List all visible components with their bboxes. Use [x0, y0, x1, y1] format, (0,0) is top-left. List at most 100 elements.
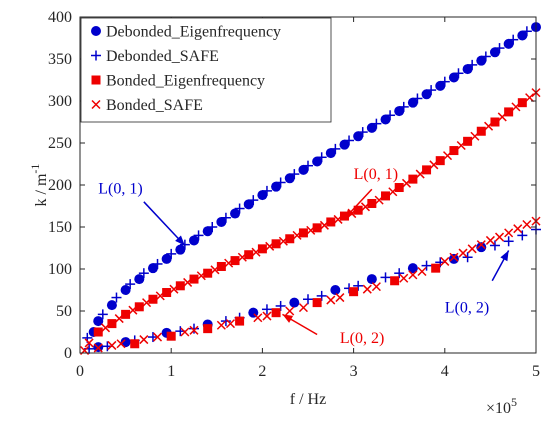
point-bonded-safe	[408, 270, 418, 280]
point-debonded-safe	[521, 26, 532, 37]
x-tick-label: 5	[532, 363, 540, 380]
point-bonded-safe	[152, 332, 163, 342]
point-debonded-eigenfrequency	[330, 285, 341, 295]
legend-item-debonded-eigenfrequency: Debonded_Eigenfrequency	[91, 24, 281, 41]
point-debonded-eigenfrequency	[202, 226, 213, 237]
point-bonded-eigenfrequency	[326, 217, 336, 227]
point-debonded-safe	[385, 110, 396, 121]
point-debonded-eigenfrequency	[503, 38, 514, 49]
legend-marker-cross	[91, 99, 101, 110]
point-debonded-eigenfrequency	[489, 47, 500, 58]
series-bonded-safe	[84, 88, 541, 348]
point-debonded-safe	[462, 252, 473, 263]
point-bonded-safe	[225, 319, 236, 329]
series-debonded-safe	[84, 224, 541, 354]
point-debonded-safe	[467, 59, 478, 70]
point-bonded-safe	[399, 273, 409, 283]
series-bonded-safe	[80, 216, 541, 356]
point-debonded-eigenfrequency	[380, 114, 391, 125]
point-debonded-eigenfrequency	[175, 244, 186, 255]
annotation-arrow-head	[175, 235, 185, 246]
point-bonded-safe	[333, 214, 343, 224]
point-debonded-safe	[394, 268, 405, 279]
x-tick-label: 3	[350, 363, 358, 380]
point-debonded-safe	[193, 230, 204, 241]
point-debonded-safe	[275, 300, 286, 311]
point-bonded-safe	[443, 151, 453, 161]
y-tick-label: 100	[48, 261, 72, 278]
point-bonded-eigenfrequency	[390, 276, 400, 286]
annotations: L(0, 1) L(0, 1) L(0, 2) L(0, 2)	[98, 166, 510, 347]
point-debonded-safe	[316, 152, 327, 163]
legend-marker-square	[91, 75, 101, 85]
point-debonded-safe	[353, 280, 364, 291]
point-bonded-eigenfrequency	[381, 191, 391, 201]
point-debonded-eigenfrequency	[120, 285, 131, 295]
y-tick-label: 0	[64, 345, 72, 362]
point-bonded-safe	[265, 241, 275, 251]
point-debonded-eigenfrequency	[517, 30, 528, 41]
point-bonded-eigenfrequency	[189, 274, 199, 284]
point-bonded-eigenfrequency	[298, 228, 308, 238]
point-debonded-safe	[439, 76, 450, 87]
point-debonded-eigenfrequency	[462, 64, 473, 75]
point-bonded-eigenfrequency	[175, 281, 185, 291]
point-bonded-safe	[458, 248, 468, 258]
point-bonded-safe	[84, 338, 94, 348]
series-bonded-eigenfrequency	[93, 98, 527, 337]
y-tick-label: 250	[48, 135, 72, 152]
point-debonded-safe	[234, 203, 245, 214]
point-bonded-eigenfrequency	[463, 136, 473, 146]
y-axis-label: k / m-1	[28, 164, 50, 207]
point-bonded-eigenfrequency	[422, 165, 432, 175]
x-axis-multiplier: ×105	[486, 395, 517, 417]
point-bonded-safe	[169, 284, 179, 294]
annotation-arrow-head	[282, 314, 294, 323]
annotation-label: L(0, 1)	[354, 166, 398, 183]
point-debonded-safe	[189, 323, 199, 334]
point-debonded-eigenfrequency	[312, 156, 323, 167]
point-debonded-safe	[503, 236, 514, 247]
point-debonded-safe	[138, 268, 149, 279]
point-bonded-safe	[93, 343, 103, 353]
point-bonded-safe	[319, 220, 329, 230]
point-debonded-safe	[152, 258, 163, 269]
y-tick-label: 350	[48, 51, 72, 68]
point-debonded-safe	[480, 51, 491, 62]
point-debonded-safe	[489, 240, 500, 251]
point-debonded-safe	[426, 85, 437, 96]
point-bonded-safe	[374, 195, 384, 205]
point-bonded-safe	[262, 311, 272, 321]
point-bonded-eigenfrequency	[93, 327, 103, 337]
point-bonded-safe	[429, 160, 439, 170]
point-bonded-eigenfrequency	[134, 302, 144, 312]
point-bonded-safe	[107, 340, 117, 350]
point-debonded-eigenfrequency	[476, 242, 487, 253]
point-debonded-safe	[220, 212, 231, 223]
point-debonded-eigenfrequency	[271, 181, 282, 192]
point-debonded-safe	[412, 93, 423, 104]
point-bonded-eigenfrequency	[431, 263, 441, 273]
legend: Debonded_Eigenfrequency Debonded_SAFE Bond…	[80, 17, 332, 123]
point-bonded-eigenfrequency	[476, 126, 486, 136]
y-tick-label: 400	[48, 9, 72, 26]
point-debonded-eigenfrequency	[93, 316, 104, 327]
legend-box	[80, 17, 332, 123]
point-bonded-safe	[522, 219, 532, 230]
point-bonded-eigenfrequency	[435, 156, 445, 166]
point-bonded-safe	[285, 306, 295, 316]
y-tick-label: 50	[56, 303, 72, 320]
point-debonded-eigenfrequency	[394, 106, 405, 117]
point-bonded-safe	[183, 277, 193, 287]
point-debonded-safe	[371, 118, 382, 129]
point-bonded-safe	[371, 282, 381, 292]
legend-label: Bonded_SAFE	[106, 97, 203, 114]
point-bonded-safe	[362, 284, 372, 294]
point-debonded-safe	[261, 185, 272, 196]
point-debonded-eigenfrequency	[161, 253, 172, 264]
point-debonded-eigenfrequency	[421, 89, 432, 100]
point-bonded-eigenfrequency	[148, 294, 158, 304]
point-debonded-eigenfrequency	[120, 337, 131, 348]
point-bonded-eigenfrequency	[166, 331, 176, 341]
